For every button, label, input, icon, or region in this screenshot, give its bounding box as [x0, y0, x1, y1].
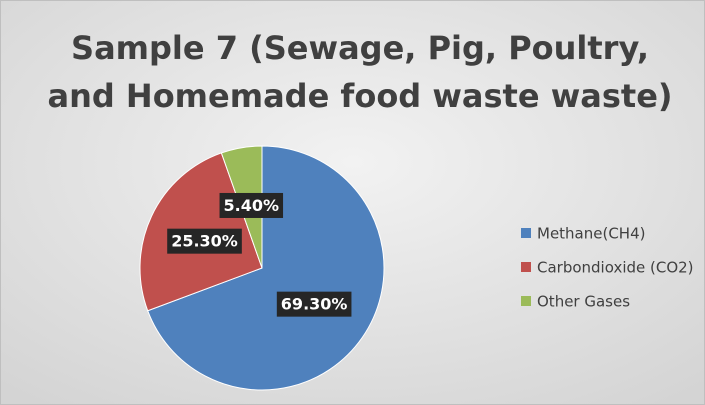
legend-label: Methane(CH4) — [537, 225, 646, 243]
data-label-text: 69.30% — [281, 295, 348, 314]
legend-label: Carbondioxide (CO2) — [537, 259, 694, 277]
data-label-text: 5.40% — [224, 196, 280, 215]
legend-swatch — [521, 228, 531, 238]
data-label-box — [276, 291, 352, 317]
data-label-box — [167, 228, 242, 254]
legend-label: Other Gases — [537, 293, 630, 311]
legend-swatch — [521, 296, 531, 306]
chart-title: and Homemade food waste waste) — [47, 77, 672, 115]
legend-swatch — [521, 262, 531, 272]
data-label-box — [219, 192, 284, 218]
data-label: 69.30% — [276, 291, 352, 317]
data-label-text: 25.30% — [171, 232, 238, 251]
data-label: 25.30% — [167, 228, 242, 254]
data-label: 5.40% — [219, 192, 284, 218]
chart-title: Sample 7 (Sewage, Pig, Poultry, — [71, 29, 649, 67]
pie-slice — [147, 145, 385, 391]
